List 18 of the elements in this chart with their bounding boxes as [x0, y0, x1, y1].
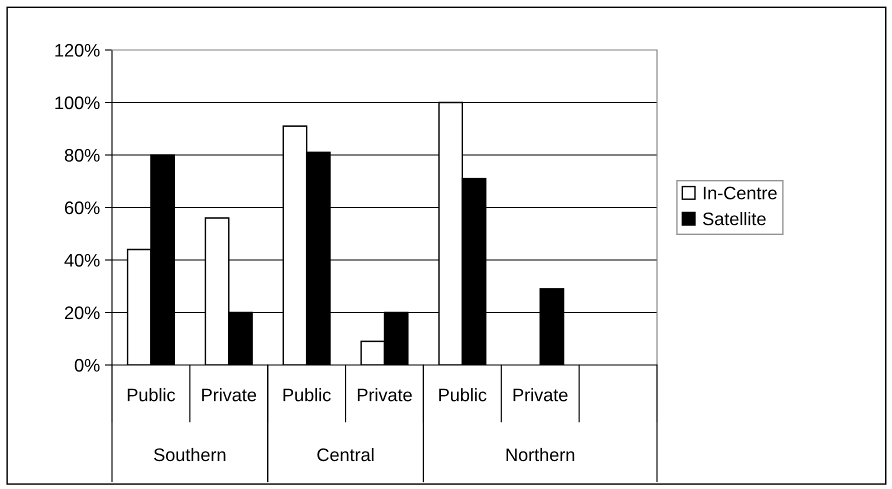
x-tick-label: Public [128, 388, 176, 402]
text: Central [317, 448, 374, 462]
x-tick-label: Public [284, 388, 331, 402]
legend-label: In-Centre [704, 186, 777, 200]
y-tick-label: 100% [55, 96, 100, 110]
y-tick-label: 0% [74, 358, 100, 372]
x-tick-label: Private [202, 388, 256, 402]
y-tick-label: 120% [55, 44, 100, 57]
text: Northern [506, 448, 574, 462]
x-tick-label: Private [514, 388, 568, 402]
y-tick-label: 80% [64, 148, 100, 162]
x-tick-label: Public [439, 388, 486, 402]
text: Southern [154, 448, 226, 462]
y-tick-label: 60% [64, 201, 100, 214]
x-tick-label: Private [358, 388, 412, 402]
y-tick-label: 40% [64, 254, 100, 267]
legend-label: Satellite [703, 212, 766, 226]
y-tick-label: 20% [64, 306, 100, 320]
